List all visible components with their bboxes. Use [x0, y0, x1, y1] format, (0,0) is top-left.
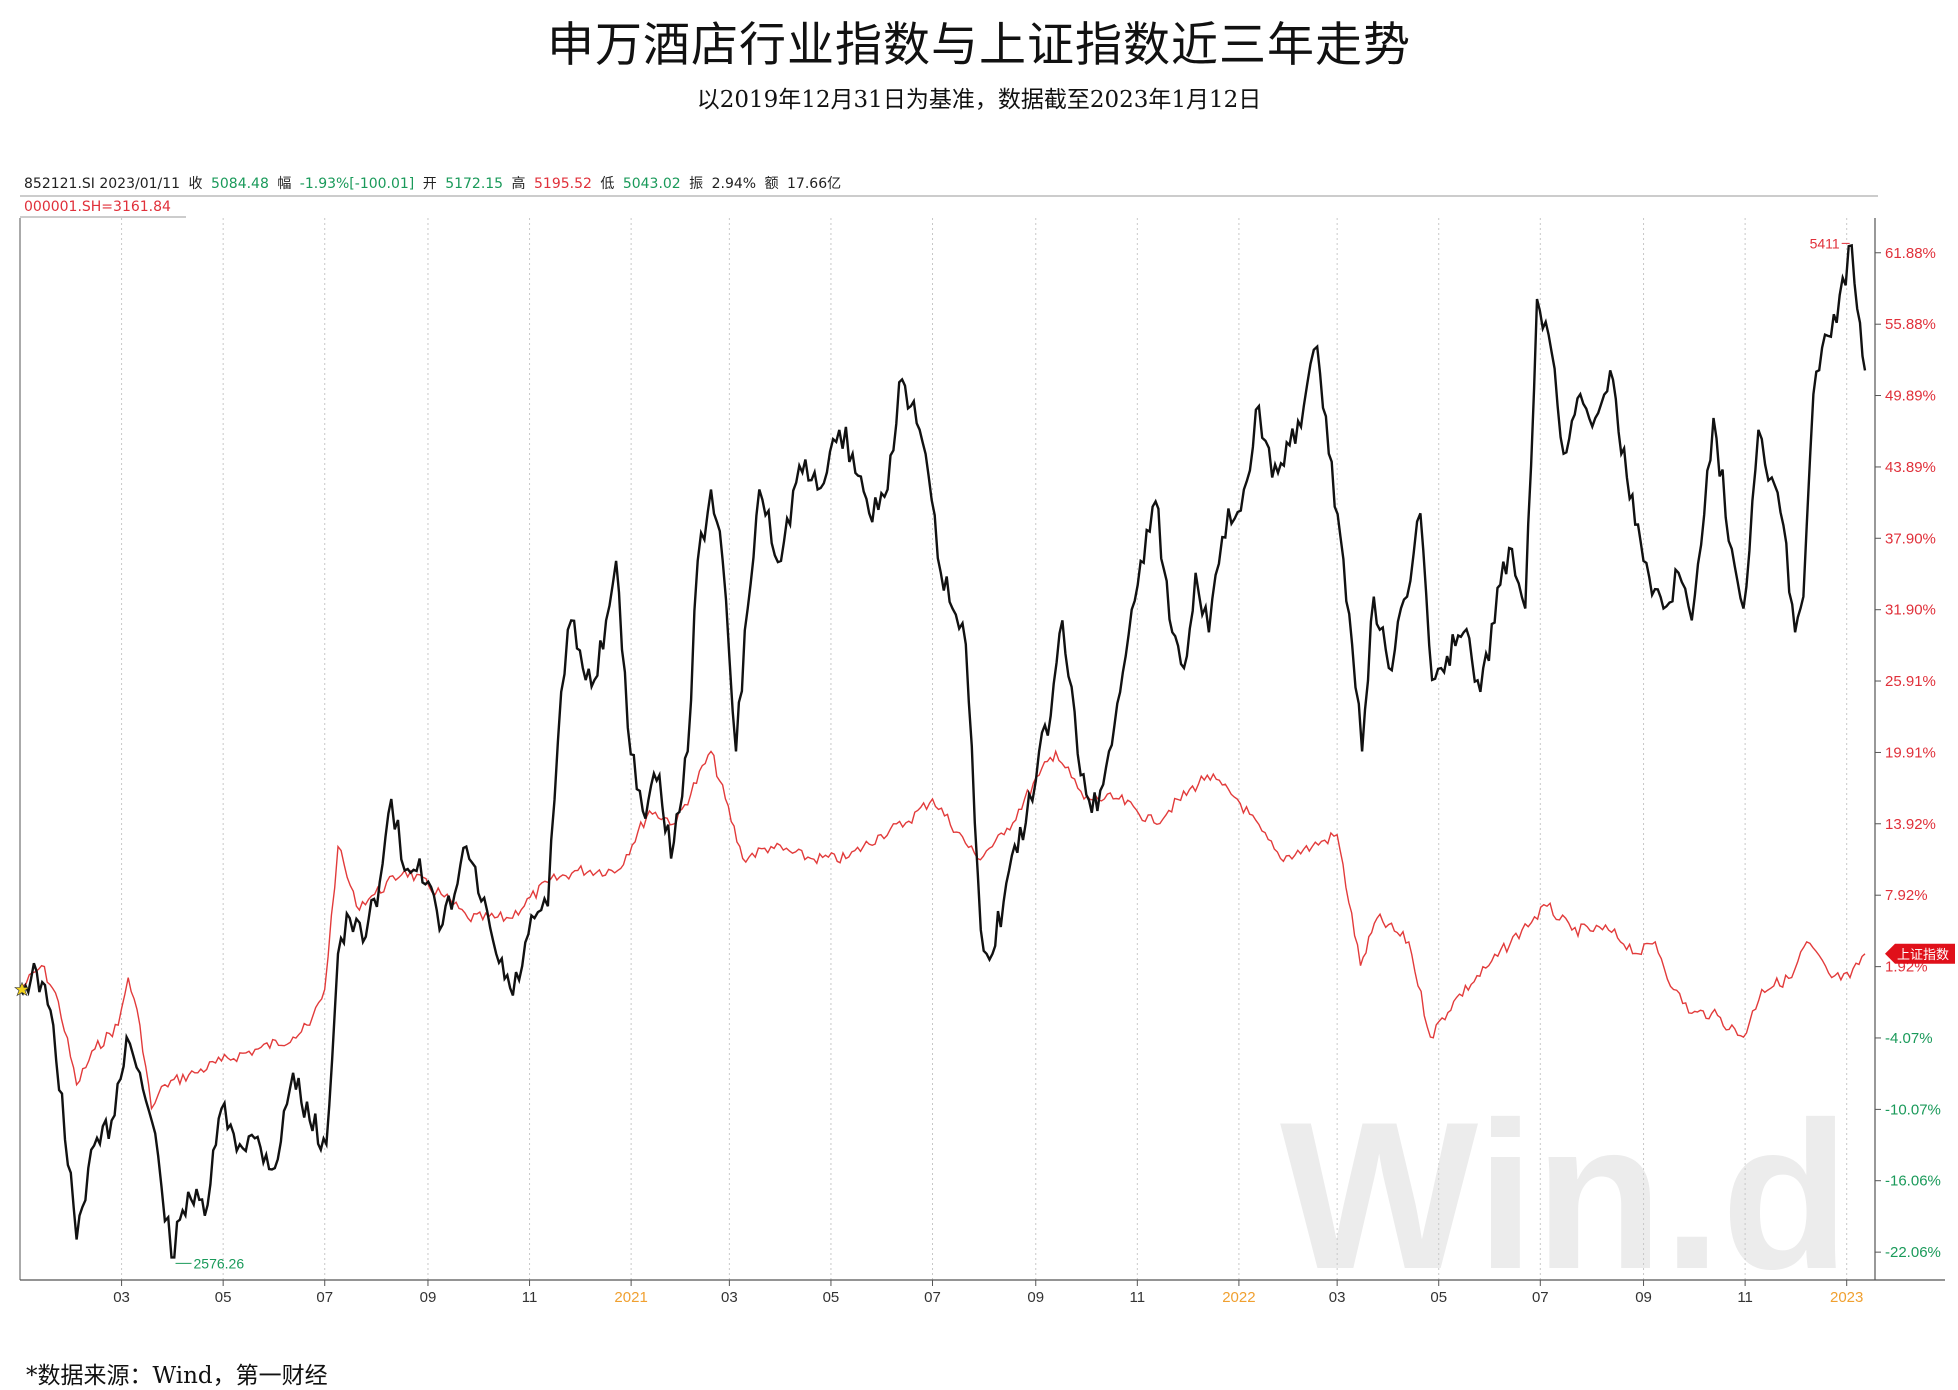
gridlines — [121, 218, 1848, 1280]
y-tick-label: 19.91% — [1885, 744, 1936, 761]
series-flag — [1885, 943, 1955, 964]
x-tick-label: 11 — [1130, 1289, 1146, 1306]
high-value: 5195.52 — [534, 176, 592, 192]
x-tick-label: 03 — [1329, 1289, 1346, 1306]
y-tick-label: 43.89% — [1885, 459, 1936, 476]
series-line-sh — [19, 749, 1866, 1111]
series-line-hotel — [19, 243, 1867, 1259]
series-flag-label: 上证指数 — [1897, 948, 1949, 963]
x-tick-label: 2022 — [1222, 1289, 1255, 1306]
y-tick-label: 61.88% — [1885, 245, 1936, 262]
y-tick-label: 31.90% — [1885, 602, 1936, 619]
annotations: 5411 2576.26 上证指数 — [14, 235, 1955, 1271]
y-tick-label: -22.06% — [1885, 1244, 1941, 1261]
quote-code: 852121.SI 2023/01/11 — [24, 176, 181, 192]
source-note: *数据来源：Wind，第一财经 — [26, 1363, 328, 1389]
x-tick-label: 09 — [1635, 1289, 1652, 1306]
x-tick-label: 05 — [823, 1289, 840, 1306]
quote-info-bar: 852121.SI 2023/01/11 收 5084.48 幅 -1.93%[… — [24, 173, 845, 193]
x-tick-label: 2021 — [614, 1289, 647, 1306]
y-tick-label: -10.07% — [1885, 1101, 1941, 1118]
y-tick-label: 13.92% — [1885, 816, 1936, 833]
x-tick-label: 2023 — [1830, 1289, 1863, 1306]
x-tick-label: 11 — [1737, 1289, 1753, 1306]
max-label: 5411 — [1810, 235, 1840, 251]
x-tick-label: 03 — [721, 1289, 738, 1306]
chart-title: 申万酒店行业指数与上证指数近三年走势 — [547, 18, 1411, 73]
amount-label: 额 — [764, 176, 779, 192]
x-tick-label: 07 — [1532, 1289, 1549, 1306]
min-label: 2576.26 — [194, 1255, 245, 1271]
watermark: Win.d — [1280, 1078, 1850, 1313]
y-tick-label: -4.07% — [1885, 1030, 1933, 1047]
x-tick-label: 05 — [1430, 1289, 1447, 1306]
y-tick-label: 49.89% — [1885, 388, 1936, 405]
change-value: -1.93%[-100.01] — [299, 176, 415, 192]
x-axis-ticks: 03 05 07 09 11 2021 03 05 07 09 11 2022 03 05 07 09 11 20… — [113, 1280, 1863, 1306]
high-label: 高 — [511, 176, 526, 192]
y-tick-label: 7.92% — [1885, 887, 1928, 904]
close-label: 收 — [188, 176, 203, 192]
y-axis-ticks: 61.88% 55.88% 49.89% 43.89% 37.90% 31.90% 25.9… — [1875, 245, 1941, 1261]
change-label: 幅 — [277, 176, 292, 192]
reference-index-label: 000001.SH=3161.84 — [24, 199, 171, 215]
x-tick-label: 09 — [420, 1289, 437, 1306]
y-tick-label: 25.91% — [1885, 673, 1936, 690]
y-tick-label: -16.06% — [1885, 1173, 1941, 1190]
close-value: 5084.48 — [210, 176, 269, 192]
x-tick-label: 03 — [113, 1289, 130, 1306]
amount-value: 17.66亿 — [787, 176, 842, 192]
x-tick-label: 07 — [924, 1289, 941, 1306]
open-value: 5172.15 — [445, 176, 504, 192]
x-tick-label: 05 — [215, 1289, 232, 1306]
x-tick-label: 09 — [1027, 1289, 1044, 1306]
y-tick-label: 55.88% — [1885, 316, 1936, 333]
series-lines — [19, 243, 1867, 1259]
start-marker — [14, 981, 30, 997]
amplitude-label: 振 — [689, 176, 704, 192]
low-value: 5043.02 — [622, 176, 681, 192]
y-tick-label: 37.90% — [1885, 530, 1936, 547]
low-label: 低 — [600, 176, 615, 192]
x-tick-label: 11 — [522, 1289, 538, 1306]
x-tick-label: 07 — [316, 1289, 333, 1306]
chart-subtitle: 以2019年12月31日为基准，数据截至2023年1月12日 — [696, 87, 1262, 113]
open-label: 开 — [422, 176, 437, 192]
amplitude-value: 2.94% — [711, 176, 757, 192]
